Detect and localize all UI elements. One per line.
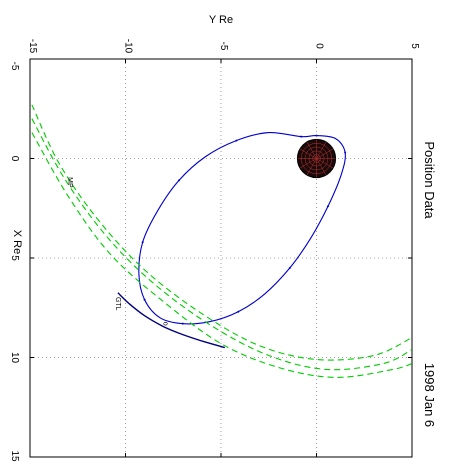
y-tick-label: -5 [9, 62, 20, 71]
y-tick-label: 5 [9, 255, 20, 261]
orbit-point [315, 134, 318, 137]
orbit-point [344, 151, 347, 154]
x-axis-label: Y Re [209, 14, 233, 26]
chart-title: Position Data [422, 141, 437, 219]
y-tick-label: 10 [9, 352, 20, 364]
orbit-point [288, 266, 291, 269]
orbit-line [138, 132, 346, 325]
date-label: 1998 Jan 6 [422, 363, 437, 427]
orbit-point [300, 135, 303, 138]
orbit-point [141, 241, 144, 244]
annotation-label: o [162, 322, 169, 326]
gtl-line [117, 292, 225, 349]
y-tick-label: 15 [9, 450, 20, 462]
grid [30, 59, 412, 457]
x-tick-label: -5 [218, 42, 229, 51]
orbit-point [326, 205, 329, 208]
y-tick-label: 0 [9, 156, 20, 162]
annotations: MP GTL o [66, 177, 169, 326]
orbit-point [177, 179, 180, 182]
annotation-label: MP [66, 177, 73, 188]
orbit-point [181, 322, 184, 325]
x-tick-label: -15 [27, 39, 38, 54]
x-tick-label: 5 [409, 43, 420, 49]
orbit-point [143, 298, 146, 301]
orbit-point [235, 139, 238, 142]
curves [31, 104, 412, 378]
earth-icon [296, 138, 337, 179]
axis-ticks: -15 -10 -5 0 5 -5 0 5 10 15 [9, 39, 420, 462]
magnetopause-curve [31, 132, 412, 378]
magnetopause-curve [31, 118, 412, 371]
annotation-label: GTL [114, 297, 121, 311]
x-tick-label: 0 [314, 43, 325, 49]
orbit-point [237, 310, 240, 313]
x-tick-label: -10 [123, 39, 134, 54]
earth-grid-line [299, 148, 334, 169]
y-axis-label: X Re [11, 230, 23, 254]
magnetopause-curve [31, 104, 412, 361]
